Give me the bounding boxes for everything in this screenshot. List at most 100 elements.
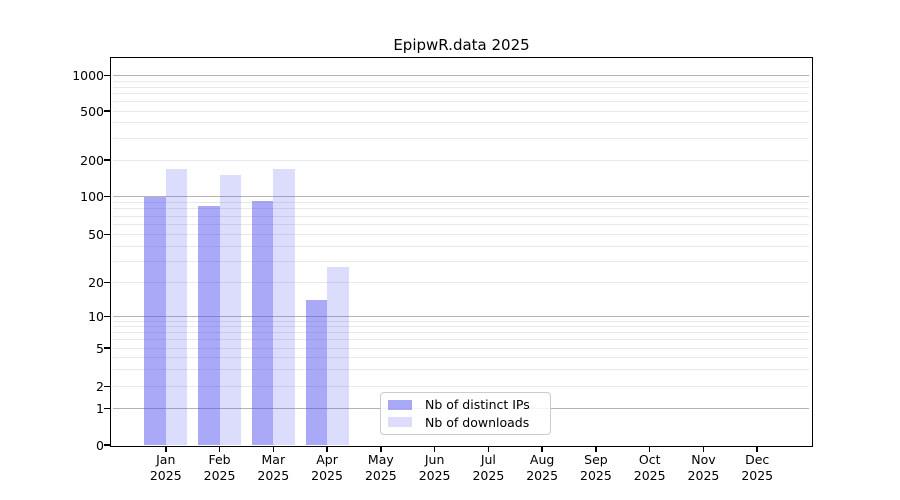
gridline-minor-200 — [113, 159, 809, 161]
x-tick-mark-apr — [326, 446, 328, 452]
y-tick-mark-5 — [104, 347, 111, 349]
gridline-minor-600 — [113, 101, 809, 103]
y-tick-label-200: 200 — [80, 152, 104, 168]
gridline-minor-30 — [113, 260, 809, 262]
x-tick-label-jul: Jul 2025 — [457, 452, 519, 483]
gridline-minor-6 — [113, 339, 809, 341]
x-tick-label-text: Jul — [480, 452, 496, 467]
x-tick-mark-jan — [164, 446, 167, 452]
x-tick-label-text: 2025 — [257, 467, 290, 483]
gridline-minor-90 — [113, 201, 809, 203]
y-tick-label-10: 10 — [88, 309, 104, 325]
x-tick-label-text: 2025 — [418, 467, 451, 483]
gridline-minor-800 — [113, 86, 809, 88]
y-tick-label-1: 1 — [96, 400, 104, 416]
x-tick-label-feb: Feb 2025 — [189, 452, 251, 483]
y-tick-mark-1 — [104, 407, 111, 410]
gridline-minor-500 — [113, 110, 809, 112]
x-tick-label-text: 2025 — [149, 467, 182, 483]
bar-distinct-ips-mar — [251, 200, 274, 445]
x-tick-mark-oct — [648, 446, 651, 452]
x-tick-label-text: 2025 — [580, 467, 612, 483]
x-tick-label-text: Jan — [156, 452, 176, 467]
y-tick-label-1000: 1000 — [72, 68, 104, 84]
bar-distinct-ips-apr — [305, 300, 328, 445]
x-tick-label-text: Oct — [638, 452, 661, 467]
x-tick-mark-nov — [702, 446, 705, 452]
gridline-minor-60 — [113, 223, 809, 225]
y-tick-label-20: 20 — [88, 275, 104, 291]
gridline-minor-5 — [113, 347, 809, 349]
x-tick-label-text: 2025 — [364, 467, 397, 483]
gridline-minor-70 — [113, 215, 809, 217]
y-tick-mark-50 — [104, 233, 111, 236]
x-tick-label-text: Nov — [691, 452, 716, 467]
x-tick-label-text: Sep — [584, 452, 608, 467]
bar-downloads-mar — [273, 168, 295, 445]
x-tick-label-may: May 2025 — [350, 452, 412, 483]
bar-downloads-jan — [165, 168, 188, 445]
bar-distinct-ips-feb — [198, 205, 220, 445]
gridline-minor-400 — [113, 122, 809, 124]
x-tick-mark-jul — [487, 446, 490, 452]
gridline-minor-40 — [113, 245, 809, 247]
x-tick-label-mar: Mar 2025 — [242, 452, 304, 483]
gridline-minor-7 — [113, 332, 809, 334]
x-tick-mark-dec — [756, 446, 759, 452]
x-tick-label-text: Aug — [529, 452, 555, 467]
legend-label-downloads: Nb of downloads — [425, 414, 530, 430]
gridline-minor-700 — [113, 93, 809, 95]
gridline-minor-900 — [113, 80, 809, 82]
y-tick-mark-2 — [104, 385, 111, 388]
y-tick-label-0: 0 — [96, 437, 104, 453]
gridline-major-10 — [113, 316, 809, 318]
x-tick-label-apr: Apr 2025 — [296, 452, 358, 483]
y-tick-mark-10 — [104, 315, 111, 318]
x-tick-label-text: May — [367, 452, 394, 467]
legend: Nb of distinct IPs Nb of downloads — [380, 392, 551, 435]
x-tick-mark-feb — [218, 446, 221, 452]
bar-downloads-feb — [219, 175, 242, 445]
y-tick-label-500: 500 — [80, 103, 104, 119]
x-tick-label-text: Jun — [424, 452, 445, 467]
gridline-major-1000 — [113, 75, 809, 77]
x-tick-label-text: Apr — [316, 452, 338, 467]
x-tick-mark-may — [380, 446, 382, 452]
x-tick-mark-jun — [433, 446, 436, 452]
gridline-minor-3 — [113, 369, 809, 371]
x-tick-label-text: 2025 — [472, 467, 505, 483]
gridline-minor-20 — [113, 282, 809, 284]
y-tick-mark-1000 — [104, 74, 111, 77]
legend-label-distinct-ips: Nb of distinct IPs — [425, 397, 530, 413]
x-tick-label-text: 2025 — [311, 467, 343, 483]
gridline-minor-50 — [113, 233, 809, 235]
gridline-minor-4 — [113, 356, 809, 358]
x-tick-label-sep: Sep 2025 — [565, 452, 627, 483]
x-tick-label-text: 2025 — [203, 467, 236, 483]
plot-area-border — [110, 57, 813, 447]
gridline-minor-2 — [113, 386, 809, 388]
x-tick-label-jun: Jun 2025 — [404, 452, 466, 483]
legend-swatch-downloads — [388, 417, 412, 428]
y-tick-mark-20 — [104, 281, 111, 284]
x-tick-label-text: Dec — [745, 452, 770, 467]
x-tick-label-jan: Jan 2025 — [135, 452, 197, 483]
x-tick-label-aug: Aug 2025 — [511, 452, 573, 483]
x-tick-label-text: Feb — [208, 452, 231, 467]
bar-downloads-apr — [327, 266, 349, 445]
y-tick-mark-0 — [104, 444, 111, 446]
gridline-minor-300 — [113, 137, 809, 139]
gridline-minor-8 — [113, 326, 809, 328]
chart-title: EpipwR.data 2025 — [393, 36, 530, 54]
gridline-minor-80 — [113, 208, 809, 210]
x-tick-label-nov: Nov 2025 — [672, 452, 734, 483]
bar-distinct-ips-jan — [144, 196, 166, 445]
x-tick-mark-mar — [272, 446, 275, 452]
x-tick-label-dec: Dec 2025 — [726, 452, 788, 483]
legend-swatch-distinct-ips — [388, 399, 412, 410]
legend-item-distinct-ips: Nb of distinct IPs — [388, 397, 550, 412]
y-tick-mark-500 — [104, 110, 111, 112]
y-tick-label-50: 50 — [88, 226, 104, 242]
x-tick-label-text: Mar — [261, 452, 286, 467]
